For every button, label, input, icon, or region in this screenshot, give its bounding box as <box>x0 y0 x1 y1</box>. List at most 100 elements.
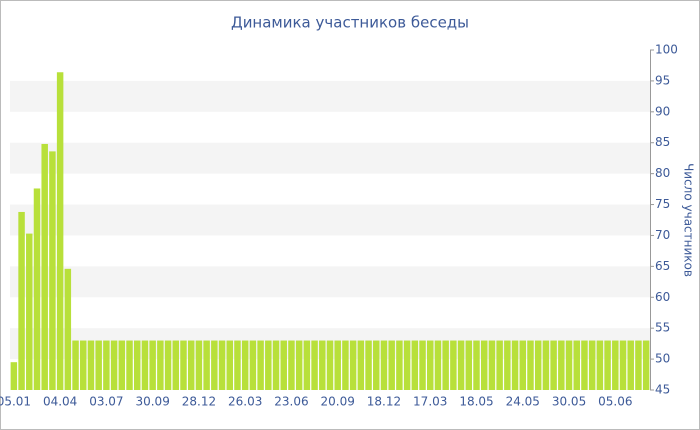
y-tick-label: 75 <box>655 197 670 211</box>
y-tick-label: 60 <box>655 290 670 304</box>
bar <box>411 340 419 390</box>
bar <box>26 233 33 390</box>
y-tick-label: 85 <box>655 135 670 149</box>
grid-band <box>10 142 650 174</box>
x-tick-label: 26.03 <box>228 395 262 409</box>
bar <box>265 340 272 390</box>
bar <box>72 340 79 390</box>
bar <box>488 340 496 390</box>
bar <box>257 340 264 390</box>
bar <box>357 340 365 390</box>
bar <box>280 340 287 390</box>
bar <box>342 340 349 390</box>
x-tick-label: 17.03 <box>413 395 447 409</box>
bar <box>133 340 141 390</box>
bar <box>511 340 519 390</box>
bar <box>457 340 465 390</box>
x-tick-label: 05.01 <box>0 395 31 409</box>
bar <box>172 340 180 390</box>
bar <box>103 340 110 390</box>
bar <box>49 151 56 390</box>
bar <box>380 340 388 390</box>
x-tick-label: 24.05 <box>506 395 540 409</box>
chart-title: Динамика участников беседы <box>231 14 469 32</box>
bar <box>110 340 118 390</box>
bar <box>550 340 557 390</box>
bar <box>619 340 627 390</box>
bar <box>480 340 488 390</box>
bar <box>211 340 218 390</box>
y-tick-label: 80 <box>655 166 670 180</box>
x-tick-label: 23.06 <box>274 395 308 409</box>
y-tick-label: 95 <box>655 73 670 87</box>
bar <box>419 340 426 390</box>
bar <box>56 72 64 390</box>
bar <box>565 340 573 390</box>
bar <box>434 340 442 390</box>
bar <box>465 340 473 390</box>
bar <box>303 340 311 390</box>
bar <box>473 340 480 390</box>
grid-band <box>10 266 650 298</box>
bar <box>64 268 72 390</box>
bar <box>33 188 41 390</box>
bar <box>319 340 326 390</box>
bar <box>373 340 380 390</box>
bar <box>519 340 527 390</box>
bar <box>272 340 280 390</box>
y-tick-label: 55 <box>655 321 670 335</box>
bar <box>326 340 334 390</box>
bar <box>234 340 241 390</box>
bar <box>627 340 634 390</box>
bar <box>95 340 102 390</box>
bar <box>80 340 87 390</box>
bar <box>612 340 619 390</box>
bar <box>157 340 164 390</box>
bar <box>588 340 596 390</box>
bar <box>288 340 295 390</box>
grid-band <box>10 80 650 112</box>
bar <box>218 340 226 390</box>
bar <box>10 362 18 390</box>
bar <box>349 340 357 390</box>
bar <box>396 340 403 390</box>
y-tick-label: 45 <box>655 383 670 397</box>
bar <box>18 211 25 390</box>
bar <box>388 340 395 390</box>
bar <box>534 340 542 390</box>
y-tick-label: 70 <box>655 228 670 242</box>
x-tick-label: 28.12 <box>182 395 216 409</box>
bar <box>442 340 449 390</box>
bar <box>180 340 187 390</box>
bar <box>427 340 434 390</box>
bar <box>558 340 565 390</box>
bar <box>241 340 249 390</box>
bar <box>195 340 203 390</box>
bar <box>164 340 172 390</box>
bar <box>596 340 604 390</box>
x-tick-label: 18.12 <box>367 395 401 409</box>
bar <box>504 340 511 390</box>
x-tick-label: 03.07 <box>89 395 123 409</box>
bar <box>141 340 149 390</box>
bar <box>642 340 650 390</box>
bar <box>527 340 534 390</box>
grid-band <box>10 204 650 236</box>
bar <box>118 340 126 390</box>
y-tick-label: 100 <box>655 43 678 57</box>
bar <box>604 340 611 390</box>
bar <box>187 340 195 390</box>
bar <box>249 340 257 390</box>
x-tick-label: 05.06 <box>598 395 632 409</box>
x-tick-label: 04.04 <box>43 395 77 409</box>
bar <box>450 340 457 390</box>
bar <box>41 143 48 390</box>
y-tick-label: 50 <box>655 352 670 366</box>
bar <box>635 340 642 390</box>
x-tick-label: 20.09 <box>321 395 355 409</box>
bar <box>87 340 95 390</box>
bar <box>573 340 580 390</box>
bar <box>334 340 341 390</box>
bar <box>365 340 372 390</box>
